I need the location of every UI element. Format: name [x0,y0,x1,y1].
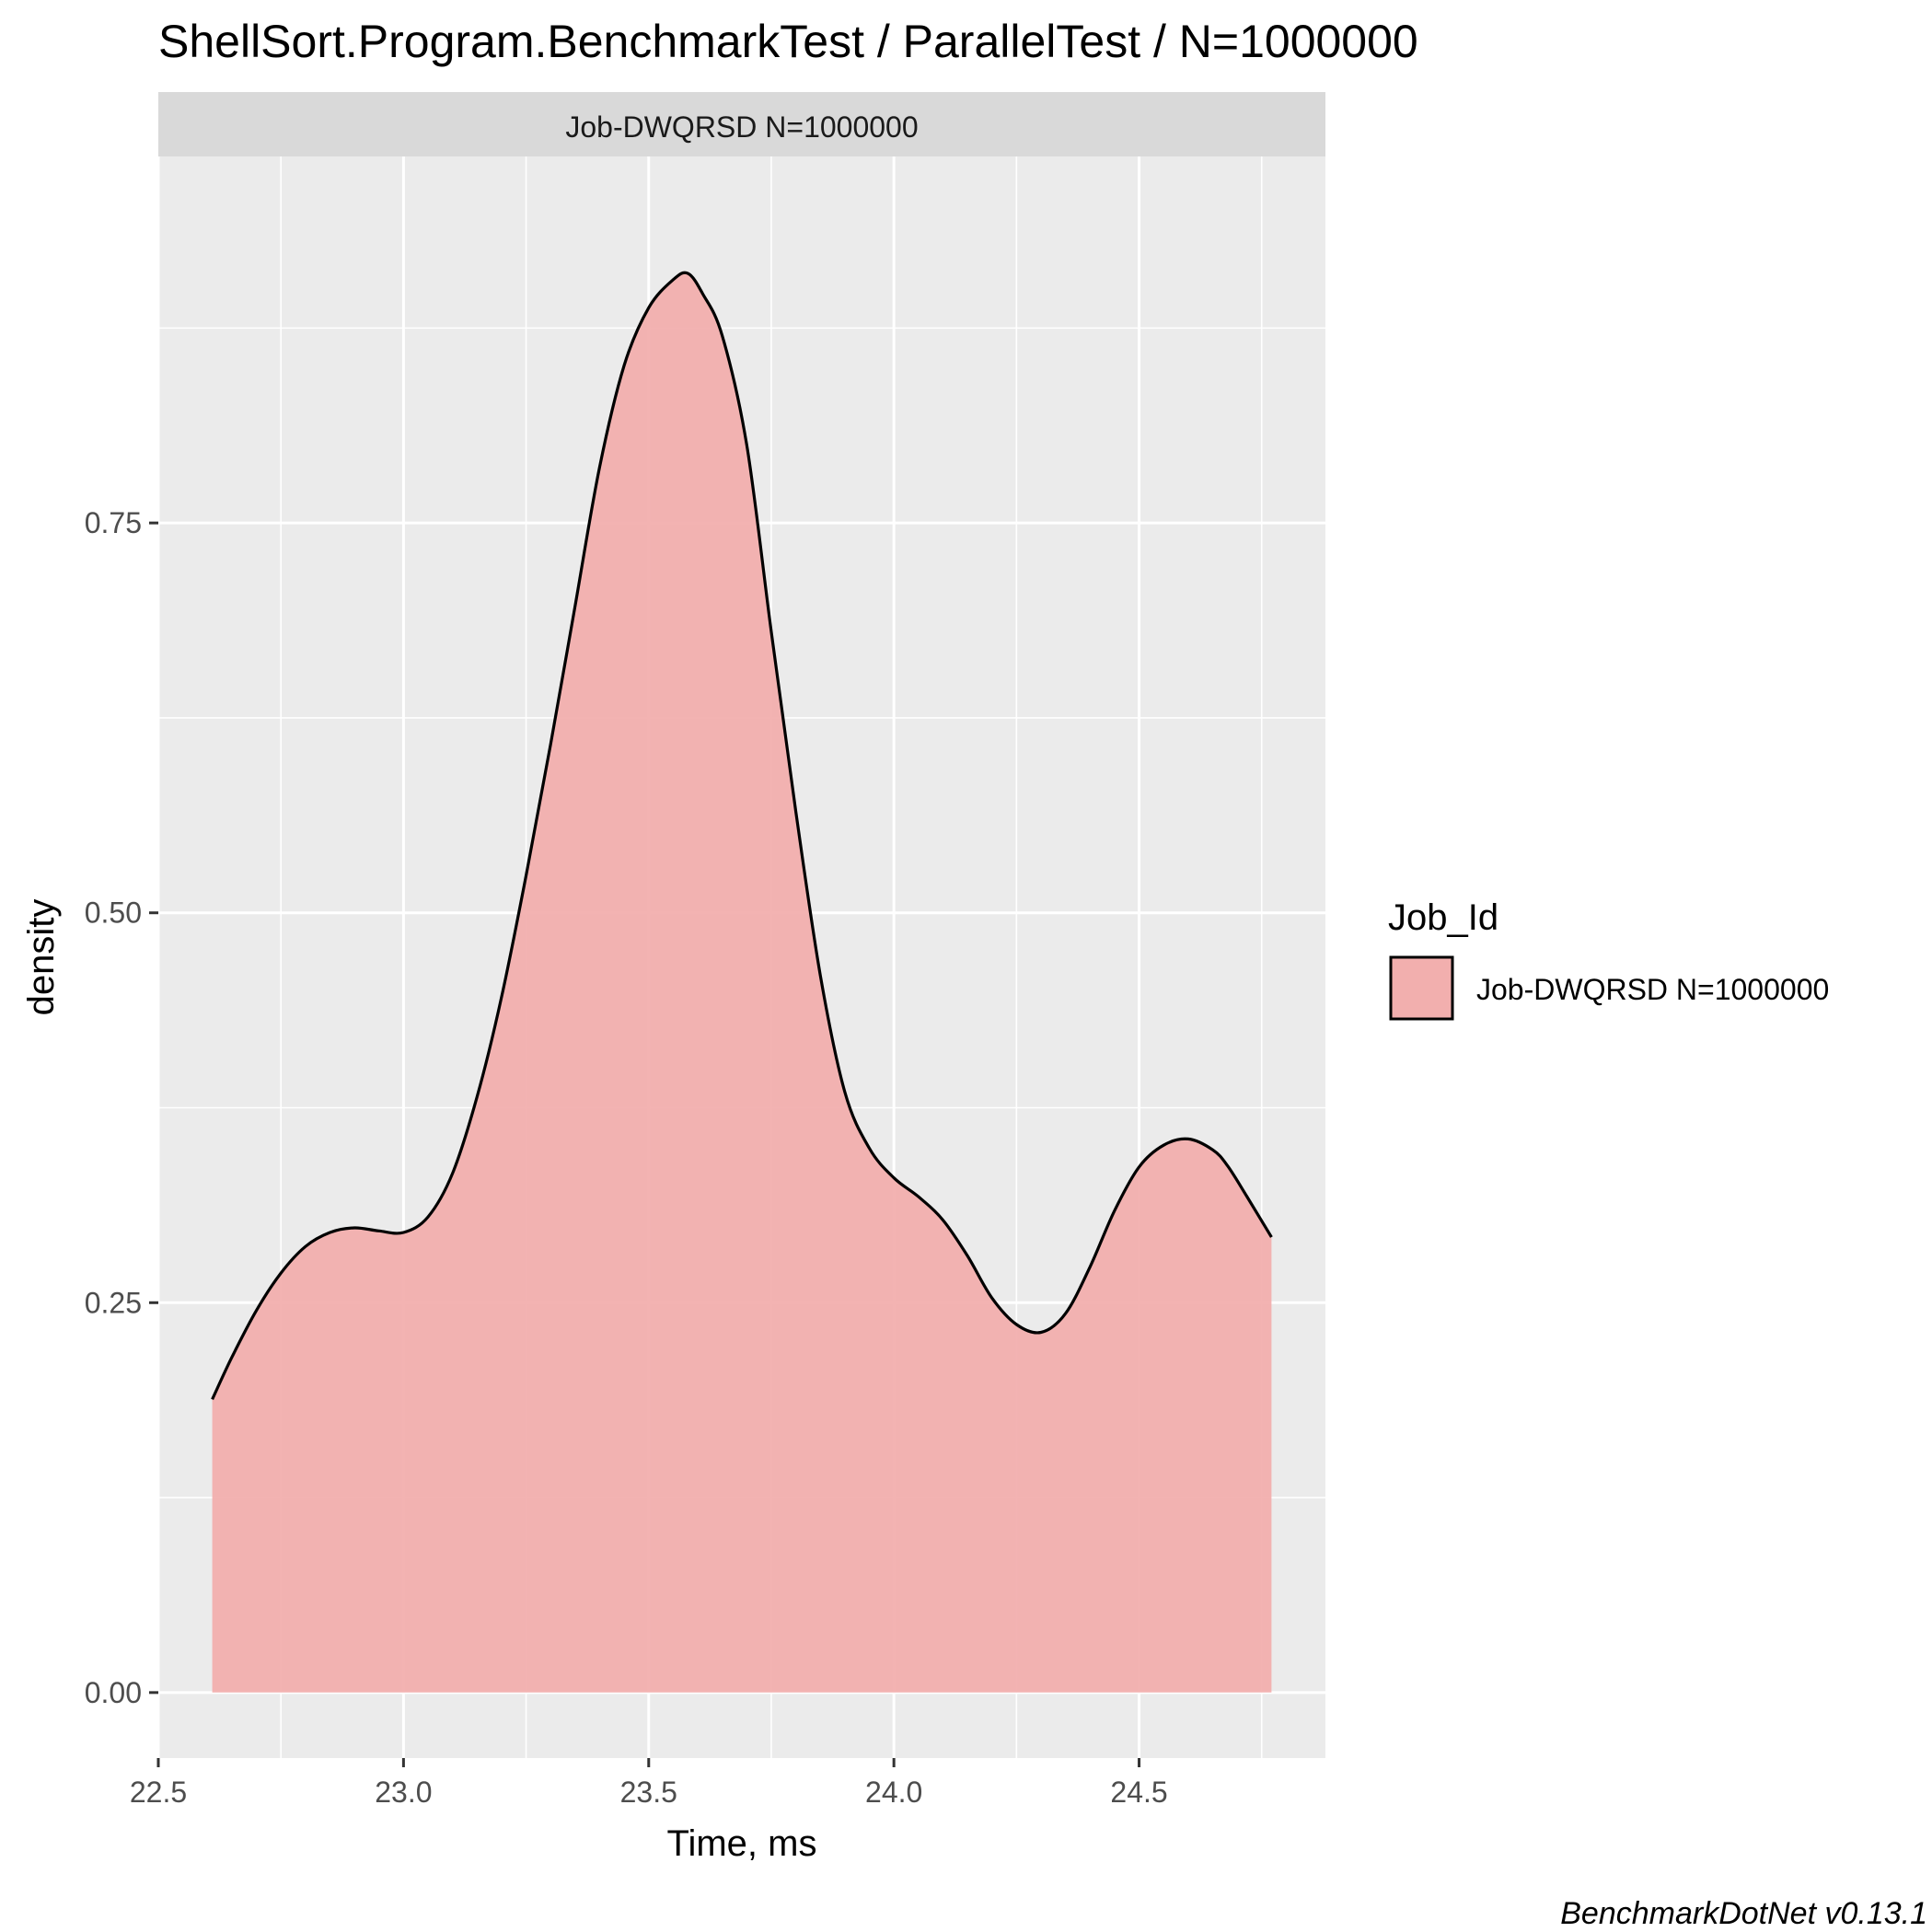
density-area [212,272,1272,1693]
caption: BenchmarkDotNet v0.13.1 [1560,1896,1927,1931]
y-tick-label: 0.25 [85,1286,142,1319]
legend: Job_Id Job-DWQRSD N=1000000 [1388,897,1829,1021]
x-tick-label: 24.0 [865,1776,922,1809]
chart-title: ShellSort.Program.BenchmarkTest / Parall… [158,16,1418,67]
x-tick-label: 22.5 [130,1776,187,1809]
y-tick-label: 0.00 [85,1676,142,1709]
x-tick-label: 24.5 [1110,1776,1167,1809]
x-tick-label: 23.0 [375,1776,432,1809]
facet-strip-label: Job-DWQRSD N=1000000 [565,110,918,144]
density-line [211,271,1273,1400]
legend-title: Job_Id [1388,897,1498,938]
y-axis-title: density [21,899,62,1016]
x-axis: 22.5 23.0 23.5 24.0 24.5 [130,1758,1168,1809]
legend-swatch [1389,955,1454,1021]
y-tick-label: 0.50 [85,897,142,930]
legend-label: Job-DWQRSD N=1000000 [1476,973,1829,1006]
x-axis-title: Time, ms [667,1823,817,1864]
y-axis: 0.00 0.25 0.50 0.75 [85,506,158,1709]
facet-strip [158,92,1325,156]
y-tick-label: 0.75 [85,506,142,539]
x-tick-label: 23.5 [620,1776,677,1809]
